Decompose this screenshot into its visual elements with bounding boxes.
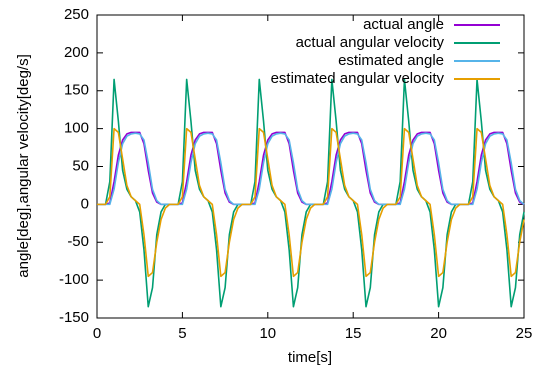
series-line [97, 127, 525, 278]
y-tick-label: 150 [64, 82, 89, 99]
x-tick-label: 25 [516, 325, 533, 342]
y-tick-label: 100 [64, 120, 89, 137]
legend-label: actual angular velocity [296, 34, 445, 51]
series-line [97, 132, 525, 206]
legend-label: estimated angle [338, 52, 444, 69]
y-tick-label: 200 [64, 44, 89, 61]
y-tick-label: 0 [81, 195, 89, 212]
y-tick-label: -100 [59, 271, 89, 288]
series-line [97, 78, 525, 308]
x-tick-label: 10 [259, 325, 276, 342]
x-tick-label: 0 [93, 325, 101, 342]
x-tick-label: 20 [430, 325, 447, 342]
y-tick-label: -50 [67, 233, 89, 250]
series-line [97, 131, 525, 206]
x-tick-label: 15 [345, 325, 362, 342]
y-axis-label: angle[deg],angular velocity[deg/s] [15, 54, 32, 277]
x-tick-label: 5 [178, 325, 186, 342]
legend-label: actual angle [363, 16, 444, 33]
y-tick-label: 50 [72, 157, 89, 174]
y-tick-label: -150 [59, 309, 89, 326]
y-tick-label: 250 [64, 6, 89, 23]
x-axis-label: time[s] [288, 349, 332, 366]
legend-label: estimated angular velocity [271, 70, 445, 87]
